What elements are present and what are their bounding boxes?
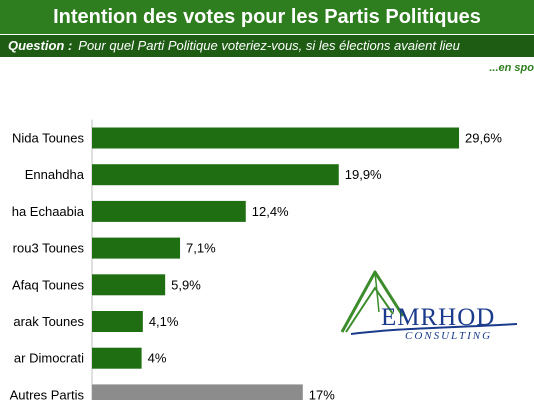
category-label: arak Tounes [13,314,84,329]
value-label: 7,1% [186,241,216,256]
value-label: 12,4% [252,204,289,219]
question-banner: Question : Pour quel Parti Politique vote… [0,35,534,57]
chart-title: Intention des votes pour les Partis Poli… [0,0,534,34]
value-label: 4% [148,351,167,366]
note-text: ...en spo [489,62,534,74]
bar-3 [92,237,181,259]
bar-2 [92,200,246,222]
bar-6 [92,347,142,369]
value-label: 29,6% [465,131,502,146]
value-label: 19,9% [345,167,382,182]
question-text: Pour quel Parti Politique voteriez-vous,… [78,38,460,53]
emrhod-logo: EMRHOD CONSULTING [337,262,527,354]
value-label: 4,1% [149,314,179,329]
logo-tagline: CONSULTING [405,330,493,342]
bar-5 [92,311,143,332]
bar-1 [92,164,339,186]
category-label: rou3 Tounes [13,241,85,256]
category-label: Afaq Tounes [12,277,85,292]
category-label: Ennahdha [25,167,85,182]
value-label: 17% [309,387,335,400]
category-label: Nida Tounes [12,131,85,146]
bar-7 [92,384,303,400]
logo-wordmark: EMRHOD [381,304,496,331]
category-label: ar Dimocrati [14,351,84,366]
bar-4 [92,274,166,296]
value-label: 5,9% [171,277,201,292]
question-label: Question : [8,38,73,53]
category-label: ha Echaabia [12,204,85,219]
bar-0 [92,127,460,149]
logo-pyramid-icon [340,270,518,335]
category-label: Autres Partis [10,387,85,400]
